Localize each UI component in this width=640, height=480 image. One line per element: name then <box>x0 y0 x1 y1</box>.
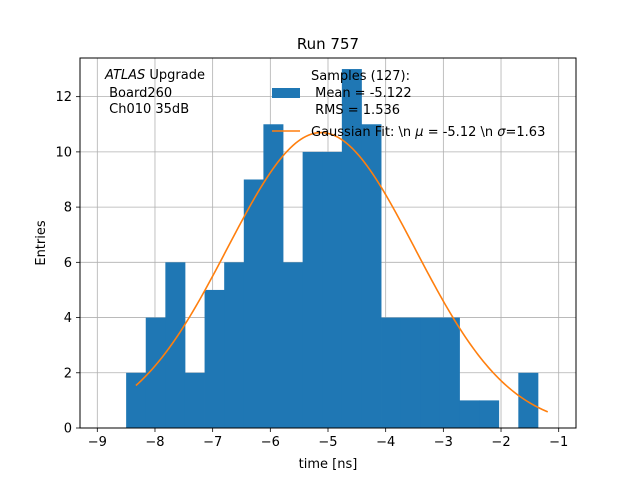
histogram-bar <box>224 262 245 428</box>
y-tick-label: 12 <box>55 90 72 105</box>
histogram-bar <box>400 317 421 428</box>
histogram-bar <box>479 400 500 428</box>
atlas-annotation: ATLAS Upgrade Board260 Ch010 35dB <box>104 68 205 117</box>
fit-curve <box>135 131 549 413</box>
histogram-bar <box>322 151 343 428</box>
svg-text:ATLAS Upgrade: ATLAS Upgrade <box>104 68 205 83</box>
histogram-bar <box>165 262 186 428</box>
y-tick-label: 10 <box>55 145 72 160</box>
x-tick-label: −5 <box>318 435 337 450</box>
annotation-channel: Ch010 35dB <box>105 102 189 117</box>
histogram-bar <box>243 179 264 428</box>
legend: Samples (127): Mean = -5.122 RMS = 1.536… <box>272 69 545 140</box>
histogram-bar <box>145 317 166 428</box>
histogram-bar <box>263 124 284 429</box>
histogram-bar <box>420 317 441 428</box>
axis-ticks: −9 −8 −7 −6 −5 −4 −3 −2 −1 0 2 4 6 8 10 12 <box>55 90 568 450</box>
histogram-bar <box>126 372 147 428</box>
legend-hist-line3: RMS = 1.536 <box>311 103 400 118</box>
histogram-bar <box>184 372 205 428</box>
x-tick-label: −3 <box>434 435 453 450</box>
chart-title: Run 757 <box>297 35 359 53</box>
annotation-atlas: ATLAS <box>104 68 145 83</box>
histogram-bar <box>459 400 480 428</box>
legend-hist-line2: Mean = -5.122 <box>311 86 412 101</box>
x-axis-label: time [ns] <box>299 457 358 472</box>
y-tick-label: 0 <box>64 422 72 437</box>
y-axis-label: Entries <box>34 220 49 266</box>
histogram-bars <box>126 69 539 429</box>
gaussian-fit <box>135 131 549 413</box>
y-tick-label: 6 <box>64 256 72 271</box>
histogram-bar <box>439 317 460 428</box>
legend-fit-prefix: Gaussian Fit: \n <box>311 125 415 140</box>
svg-text:Gaussian Fit: \n μ = -5.12 \n: Gaussian Fit: \n μ = -5.12 \n σ=1.63 <box>311 125 545 140</box>
histogram-bar <box>518 372 539 428</box>
legend-fit-mu: μ <box>414 125 423 140</box>
legend-hist-line1: Samples (127): <box>311 69 410 84</box>
x-tick-label: −1 <box>549 435 568 450</box>
x-tick-label: −8 <box>145 435 164 450</box>
annotation-upgrade: Upgrade <box>145 68 205 83</box>
histogram-bar <box>361 124 382 429</box>
y-tick-label: 4 <box>64 311 72 326</box>
histogram-bar <box>302 151 323 428</box>
histogram-bar <box>341 69 362 429</box>
histogram-bar <box>381 317 402 428</box>
histogram-bar <box>283 262 304 428</box>
annotation-board: Board260 <box>105 86 172 101</box>
legend-hist-swatch <box>272 88 300 98</box>
x-tick-label: −7 <box>203 435 222 450</box>
y-tick-label: 8 <box>64 201 72 216</box>
x-tick-label: −9 <box>88 435 107 450</box>
x-tick-label: −2 <box>491 435 510 450</box>
y-tick-label: 2 <box>64 366 72 381</box>
x-tick-label: −4 <box>376 435 395 450</box>
legend-fit-sigma: σ <box>497 125 506 140</box>
x-tick-label: −6 <box>261 435 280 450</box>
legend-fit-suffix: =1.63 <box>506 125 546 140</box>
histogram-bar <box>204 289 225 428</box>
legend-fit-middle: = -5.12 \n <box>424 125 498 140</box>
